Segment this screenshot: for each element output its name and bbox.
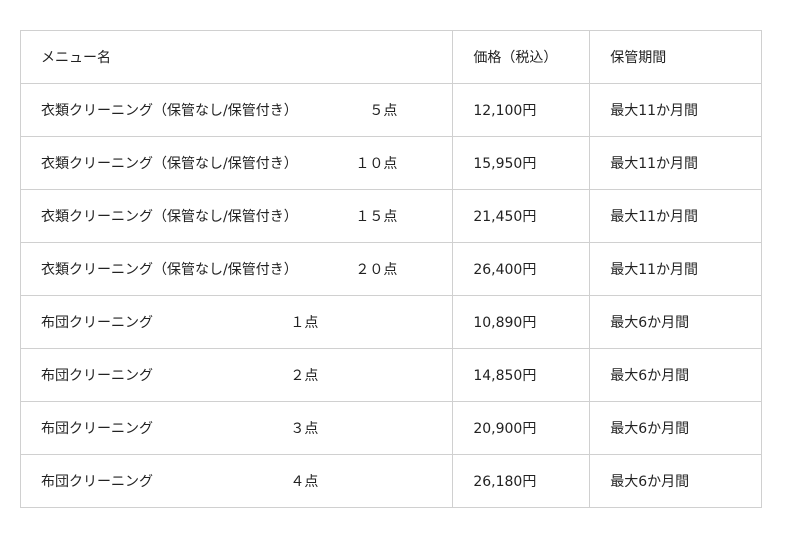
menu-name-cell: 布団クリーニング ２点 <box>19 348 454 402</box>
storage-period-cell: 最大6か月間 <box>589 401 762 455</box>
price-cell: 26,180円 <box>452 454 591 508</box>
table-row: 衣類クリーニング（保管なし/保管付き） １５点 21,450円 最大11か月間 <box>19 189 762 243</box>
menu-name: 衣類クリーニング（保管なし/保管付き） <box>41 209 298 225</box>
menu-name: 布団クリーニング <box>41 421 153 437</box>
menu-quantity: ２点 <box>290 368 319 384</box>
storage-period-cell: 最大11か月間 <box>589 189 762 243</box>
header-price: 価格（税込） <box>452 30 591 84</box>
menu-name-cell: 布団クリーニング １点 <box>19 295 454 349</box>
table-row: 布団クリーニング ２点 14,850円 最大6か月間 <box>19 348 762 402</box>
menu-quantity: ２０点 <box>355 262 398 278</box>
price-cell: 14,850円 <box>452 348 591 402</box>
table-row: 衣類クリーニング（保管なし/保管付き） ５点 12,100円 最大11か月間 <box>19 83 762 137</box>
storage-period-cell: 最大11か月間 <box>589 83 762 137</box>
menu-quantity: ４点 <box>290 474 319 490</box>
menu-name: 布団クリーニング <box>41 315 153 331</box>
menu-name: 布団クリーニング <box>41 474 153 490</box>
menu-name-cell: 衣類クリーニング（保管なし/保管付き） １０点 <box>19 136 454 190</box>
price-cell: 12,100円 <box>452 83 591 137</box>
menu-name-cell: 衣類クリーニング（保管なし/保管付き） １５点 <box>19 189 454 243</box>
menu-name: 衣類クリーニング（保管なし/保管付き） <box>41 262 298 278</box>
menu-name: 衣類クリーニング（保管なし/保管付き） <box>41 156 298 172</box>
storage-period-cell: 最大6か月間 <box>589 295 762 349</box>
storage-period-cell: 最大6か月間 <box>589 454 762 508</box>
price-cell: 20,900円 <box>452 401 591 455</box>
menu-name-cell: 布団クリーニング ４点 <box>19 454 454 508</box>
storage-period-cell: 最大11か月間 <box>589 136 762 190</box>
table-row: 布団クリーニング ４点 26,180円 最大6か月間 <box>19 454 762 508</box>
header-menu-name: メニュー名 <box>19 30 454 84</box>
menu-quantity: １点 <box>290 315 319 331</box>
storage-period-cell: 最大11か月間 <box>589 242 762 296</box>
menu-name-cell: 布団クリーニング ３点 <box>19 401 454 455</box>
header-storage-period: 保管期間 <box>589 30 762 84</box>
menu-name: 衣類クリーニング（保管なし/保管付き） <box>41 103 298 119</box>
menu-quantity: ３点 <box>290 421 319 437</box>
menu-quantity: １５点 <box>355 209 398 225</box>
menu-quantity: １０点 <box>355 156 398 172</box>
menu-quantity: ５点 <box>369 103 398 119</box>
price-cell: 15,950円 <box>452 136 591 190</box>
menu-name: 布団クリーニング <box>41 368 153 384</box>
table-row: 布団クリーニング １点 10,890円 最大6か月間 <box>19 295 762 349</box>
price-cell: 10,890円 <box>452 295 591 349</box>
storage-period-cell: 最大6か月間 <box>589 348 762 402</box>
table-row: 衣類クリーニング（保管なし/保管付き） ２０点 26,400円 最大11か月間 <box>19 242 762 296</box>
price-cell: 21,450円 <box>452 189 591 243</box>
table-header-row: メニュー名 価格（税込） 保管期間 <box>19 30 762 84</box>
price-cell: 26,400円 <box>452 242 591 296</box>
table-row: 布団クリーニング ３点 20,900円 最大6か月間 <box>19 401 762 455</box>
price-table: メニュー名 価格（税込） 保管期間 衣類クリーニング（保管なし/保管付き） ５点 1… <box>19 30 762 508</box>
menu-name-cell: 衣類クリーニング（保管なし/保管付き） ５点 <box>19 83 454 137</box>
menu-name-cell: 衣類クリーニング（保管なし/保管付き） ２０点 <box>19 242 454 296</box>
table-row: 衣類クリーニング（保管なし/保管付き） １０点 15,950円 最大11か月間 <box>19 136 762 190</box>
